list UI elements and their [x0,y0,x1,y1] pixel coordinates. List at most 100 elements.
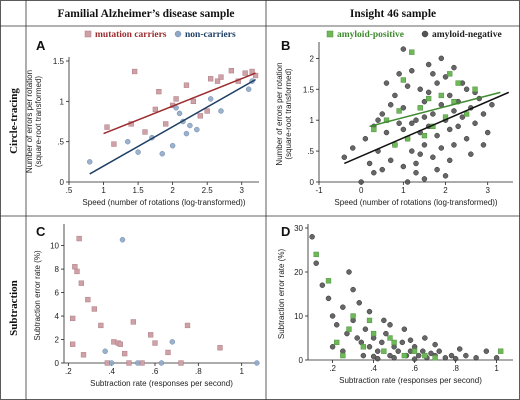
data-point [329,344,336,350]
panel-label: B [281,38,290,53]
x-tick-label: 1 [239,367,244,376]
y-tick-label: 10 [50,242,59,251]
data-point [325,295,332,302]
x-tick-label: 0 [359,186,364,195]
y-tick-label: .5 [307,147,314,156]
data-point [395,348,401,354]
row-header-bottom: Subtraction [8,280,20,336]
data-point [163,121,169,127]
data-point [190,98,197,104]
data-point [74,268,80,275]
data-point [421,142,428,148]
data-point [325,278,332,284]
data-point [383,80,390,86]
data-point [400,46,407,52]
series-non-carriers [86,78,255,165]
data-point [480,142,487,148]
data-point [360,352,367,359]
data-point [379,339,385,346]
legend: mutation carriers non-carriers [84,30,236,40]
data-point [329,313,336,319]
data-point [254,360,260,366]
data-point [396,108,402,114]
data-point [72,264,78,270]
data-point [183,82,190,88]
data-point [425,89,432,96]
legend-swatch [84,30,92,38]
data-point [413,117,419,123]
data-point [131,68,138,75]
series-amyloid-negative [341,46,495,185]
y-tick-label: 0 [299,356,304,365]
data-point [484,129,491,136]
y-tick-label: 30 [294,224,303,233]
data-point [102,348,108,355]
series-amyloid-positive [371,49,478,148]
data-point [333,322,340,328]
x-tick-label: .2 [65,367,72,376]
data-point [392,142,398,148]
x-tick-label: 1 [494,364,499,373]
data-point [119,236,126,243]
data-point [207,96,214,102]
data-point [455,80,461,86]
data-point [422,335,428,341]
data-point [158,360,165,366]
series-amyloid-positive [313,251,504,361]
y-axis-label: (square-root transformed) [284,68,293,159]
data-point [371,169,377,176]
data-point [401,326,408,332]
data-point [346,269,352,275]
data-point [178,360,184,366]
series-amyloid-negative [309,234,500,362]
data-point [85,296,91,303]
data-point [425,61,432,68]
data-point [379,166,386,173]
data-point [91,306,97,312]
data-point [184,322,191,329]
y-tick-label: 2 [310,54,315,63]
data-point [442,355,449,361]
x-tick-label: .6 [152,367,159,376]
data-point [452,355,459,362]
data-point [387,157,394,164]
data-point [371,126,377,133]
data-point [104,124,110,130]
data-point [159,151,166,157]
data-point [124,138,131,145]
y-axis-label: Number of errors per rotation [275,62,284,165]
fit-line [89,78,256,175]
x-tick-label: .2 [329,364,336,373]
data-point [483,348,490,354]
legend-swatch [421,30,429,38]
data-point [362,326,369,332]
data-point [165,349,171,356]
data-point [366,317,373,324]
data-point [472,120,478,127]
data-point [438,55,445,62]
data-point [432,355,438,361]
data-point [463,135,470,142]
x-tick-label: 1 [101,186,106,195]
data-point [76,235,82,242]
data-point [400,126,407,133]
series-non-carriers [102,236,260,366]
data-point [349,145,356,151]
data-point [98,322,104,329]
data-point [421,132,428,139]
data-point [70,341,76,347]
data-point [366,308,373,315]
data-point [309,234,315,240]
data-point [319,282,326,288]
x-axis-label: Subtraction rate (responses per second) [90,379,233,388]
legend: amyloid-positive amyloid-negative [326,30,502,40]
x-tick-label: 3 [485,186,490,195]
data-point [409,49,415,55]
data-point [111,339,117,345]
data-point [130,319,136,325]
